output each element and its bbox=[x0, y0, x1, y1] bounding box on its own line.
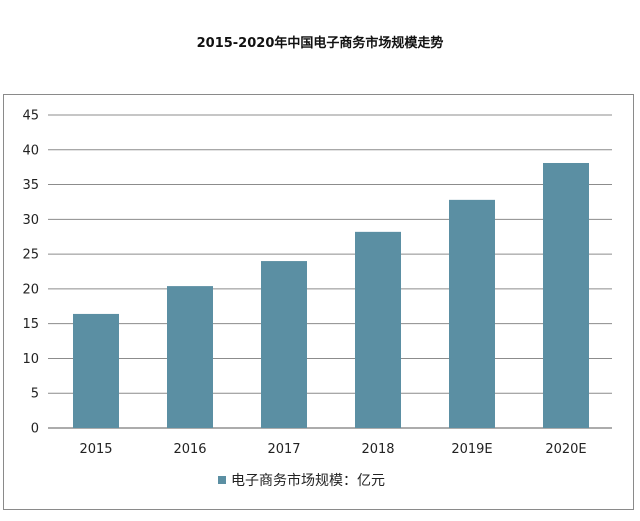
y-tick-label: 25 bbox=[22, 248, 39, 263]
y-tick-label: 20 bbox=[22, 282, 39, 297]
gridlines bbox=[48, 114, 612, 429]
legend: 电子商务市场规模：亿元 bbox=[218, 472, 385, 489]
y-tick-label: 40 bbox=[22, 143, 39, 158]
chart-title: 2015-2020年中国电子商务市场规模走势 bbox=[196, 36, 444, 51]
y-tick-label: 0 bbox=[31, 422, 39, 437]
x-tick-label: 2015 bbox=[79, 442, 112, 457]
y-tick-label: 35 bbox=[22, 178, 39, 193]
x-axis-ticks: 2015 2016 2017 2018 2019E 2020E bbox=[79, 442, 586, 457]
bar bbox=[261, 261, 307, 428]
x-tick-label: 2017 bbox=[267, 442, 300, 457]
y-tick-label: 5 bbox=[31, 387, 39, 402]
x-tick-label: 2016 bbox=[173, 442, 206, 457]
bar bbox=[449, 199, 495, 428]
x-tick-label: 2020E bbox=[545, 442, 586, 457]
bar bbox=[73, 313, 119, 428]
legend-swatch bbox=[218, 476, 226, 484]
y-tick-label: 30 bbox=[22, 213, 39, 228]
chart-frame bbox=[3, 94, 634, 510]
y-tick-label: 15 bbox=[22, 317, 39, 332]
bar bbox=[543, 162, 589, 428]
x-tick-label: 2019E bbox=[451, 442, 492, 457]
x-tick-label: 2018 bbox=[361, 442, 394, 457]
bars bbox=[73, 162, 589, 428]
bar bbox=[167, 286, 213, 428]
legend-label: 电子商务市场规模：亿元 bbox=[231, 472, 385, 489]
y-tick-label: 10 bbox=[22, 352, 39, 367]
y-axis-ticks: 0 5 10 15 20 25 30 35 40 45 bbox=[22, 109, 39, 437]
bar bbox=[355, 231, 401, 428]
y-tick-label: 45 bbox=[22, 109, 39, 124]
